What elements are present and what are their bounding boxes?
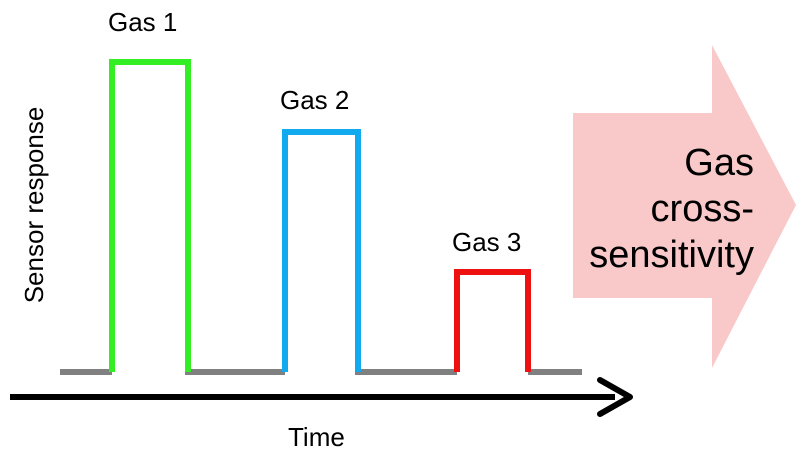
gas3-response-pulse — [454, 269, 531, 372]
gas1-label: Gas 1 — [108, 7, 178, 37]
gas2-label: Gas 2 — [280, 85, 350, 115]
cross-sensitivity-label: Gas cross- sensitivity — [589, 140, 754, 278]
callout-line-1: Gas — [684, 142, 754, 184]
callout-line-3: sensitivity — [589, 234, 754, 276]
time-axis-arrowhead — [597, 377, 633, 417]
y-axis-label: Sensor response — [19, 106, 49, 304]
gas2-response-pulse — [282, 129, 361, 372]
cross-sensitivity-arrow — [573, 45, 796, 368]
callout-line-2: cross- — [650, 188, 754, 230]
gas3-label: Gas 3 — [452, 227, 522, 257]
x-axis-label: Time — [288, 422, 345, 452]
gas1-response-pulse — [109, 59, 191, 372]
